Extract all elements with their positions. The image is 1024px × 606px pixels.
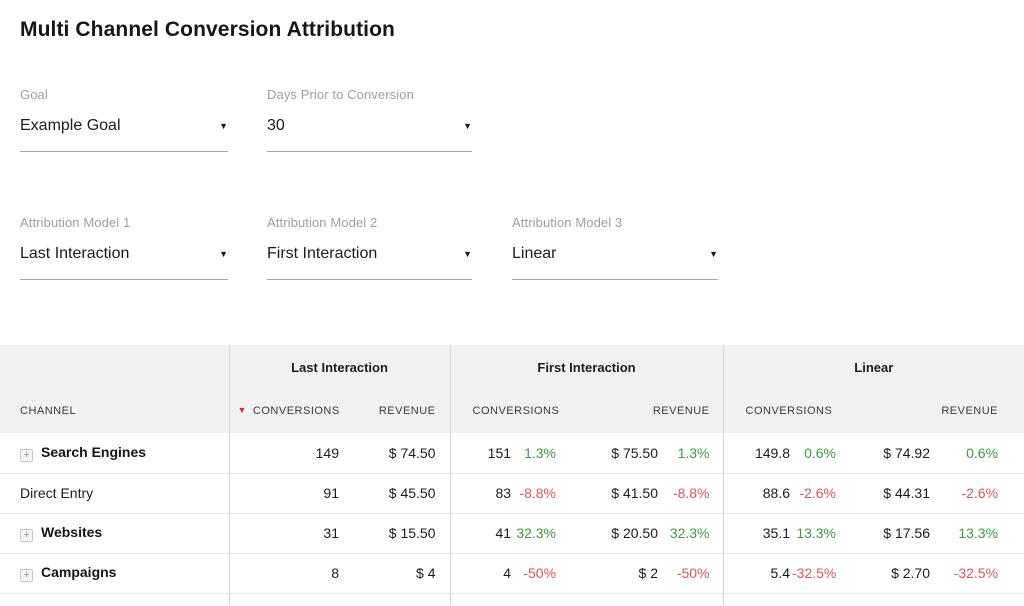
goal-value: Example Goal <box>20 117 121 134</box>
linear-conversions-value: 88.6 <box>723 473 793 514</box>
linear-revenue-pct: -32.5% <box>934 553 1024 594</box>
goal-select[interactable]: Goal Example Goal ▼ <box>20 87 228 152</box>
days-prior-select[interactable]: Days Prior to Conversion 30 ▼ <box>267 87 472 152</box>
linear-revenue-value: $ 44.31 <box>838 473 935 514</box>
attribution-table: Last Interaction First Interaction Linea… <box>0 345 1024 605</box>
first-revenue-value: $ 2 <box>558 553 663 594</box>
last-conversions-column-header[interactable]: ▼ CONVERSIONS <box>229 389 341 433</box>
expand-icon[interactable]: + <box>20 448 33 462</box>
channel-column-header[interactable]: CHANNEL <box>0 389 230 433</box>
first-revenue-value: $ 75.50 <box>558 433 663 474</box>
last-conversions-value: 31 <box>229 513 341 554</box>
group-header-first-interaction: First Interaction <box>450 345 724 389</box>
last-conversions-value: 8 <box>229 553 341 594</box>
last-revenue-value: $ 74.50 <box>341 433 451 474</box>
last-conversions-value: 149 <box>229 433 341 474</box>
first-revenue-column-header[interactable]: REVENUE <box>558 389 724 433</box>
first-revenue-pct: -50% <box>662 553 724 594</box>
first-conversions-value: 41 <box>450 513 514 554</box>
linear-conversions-pct: 0.6% <box>792 433 839 474</box>
group-header-linear: Linear <box>723 345 1024 389</box>
linear-conversions-value: 5.4 <box>723 553 793 594</box>
first-conversions-value: 4 <box>450 553 514 594</box>
expand-icon[interactable]: + <box>20 529 33 542</box>
days-prior-label: Days Prior to Conversion <box>267 87 414 102</box>
chevron-down-icon: ▼ <box>709 249 718 259</box>
first-revenue-value: $ 41.50 <box>558 473 663 514</box>
first-conversions-pct: -8.8% <box>513 473 559 514</box>
attribution-model-2-label: Attribution Model 2 <box>267 215 378 230</box>
first-conversions-value: 83 <box>450 473 514 514</box>
linear-conversions-pct: 13.3% <box>792 513 839 554</box>
linear-conversions-pct: -32.5% <box>792 553 839 594</box>
first-conversions-pct: 32.3% <box>513 513 559 554</box>
last-revenue-column-header[interactable]: REVENUE <box>341 389 451 433</box>
linear-revenue-value: $ 2.70 <box>838 553 935 594</box>
group-header-last-interaction: Last Interaction <box>229 345 451 389</box>
channel-name: Campaigns <box>41 564 117 580</box>
first-revenue-pct: 1.3% <box>662 433 724 474</box>
page-title: Multi Channel Conversion Attribution <box>20 18 395 41</box>
cutoff-cell <box>450 593 724 605</box>
cutoff-cell <box>229 593 451 605</box>
linear-revenue-column-header[interactable]: REVENUE <box>838 389 1024 433</box>
linear-conversions-value: 149.8 <box>723 433 793 474</box>
linear-revenue-pct: 0.6% <box>934 433 1024 474</box>
attribution-model-1-select[interactable]: Attribution Model 1 Last Interaction ▼ <box>20 215 228 280</box>
linear-revenue-value: $ 74.92 <box>838 433 935 474</box>
last-conversions-value: 91 <box>229 473 341 514</box>
first-conversions-pct: 1.3% <box>513 433 559 474</box>
linear-revenue-value: $ 17.56 <box>838 513 935 554</box>
table-row-websites: + Websites 31 $ 15.50 41 32.3% $ 20.50 32… <box>0 513 1024 554</box>
linear-conversions-column-header[interactable]: CONVERSIONS <box>723 389 839 433</box>
attribution-model-1-value: Last Interaction <box>20 245 130 262</box>
table-row-campaigns: + Campaigns 8 $ 4 4 -50% $ 2 -50% 5.4 -32… <box>0 553 1024 594</box>
expand-icon[interactable]: + <box>20 569 33 582</box>
first-conversions-pct: -50% <box>513 553 559 594</box>
cutoff-cell <box>0 593 230 605</box>
last-revenue-value: $ 45.50 <box>341 473 451 514</box>
attribution-model-2-value: First Interaction <box>267 245 378 262</box>
linear-conversions-value: 35.1 <box>723 513 793 554</box>
attribution-model-2-select[interactable]: Attribution Model 2 First Interaction ▼ <box>267 215 472 280</box>
last-revenue-value: $ 15.50 <box>341 513 451 554</box>
first-revenue-pct: -8.8% <box>662 473 724 514</box>
channel-name: Websites <box>41 524 103 540</box>
first-revenue-pct: 32.3% <box>662 513 724 554</box>
first-revenue-value: $ 20.50 <box>558 513 663 554</box>
table-row-direct-entry: Direct Entry 91 $ 45.50 83 -8.8% $ 41.50… <box>0 473 1024 514</box>
days-prior-value: 30 <box>267 117 285 134</box>
attribution-model-1-label: Attribution Model 1 <box>20 215 131 230</box>
chevron-down-icon: ▼ <box>219 121 228 131</box>
channel-name: Direct Entry <box>20 485 94 501</box>
channel-group-spacer <box>0 345 230 389</box>
cutoff-cell <box>723 593 1024 605</box>
linear-revenue-pct: -2.6% <box>934 473 1024 514</box>
table-row-cutoff <box>0 593 1024 605</box>
first-conversions-value: 151 <box>450 433 514 474</box>
chevron-down-icon: ▼ <box>463 249 472 259</box>
sort-desc-icon: ▼ <box>237 405 247 415</box>
channel-name: Search Engines <box>41 443 147 460</box>
linear-conversions-pct: -2.6% <box>792 473 839 514</box>
attribution-model-3-value: Linear <box>512 245 557 262</box>
model-group-header-row: Last Interaction First Interaction Linea… <box>0 345 1024 389</box>
table-row-search-engines: + Search Engines 149 $ 74.50 151 1.3% $ 7… <box>0 433 1024 474</box>
first-conversions-column-header[interactable]: CONVERSIONS <box>450 389 559 433</box>
linear-revenue-pct: 13.3% <box>934 513 1024 554</box>
chevron-down-icon: ▼ <box>219 249 228 259</box>
goal-label: Goal <box>20 87 48 102</box>
attribution-model-3-select[interactable]: Attribution Model 3 Linear ▼ <box>512 215 718 280</box>
attribution-model-3-label: Attribution Model 3 <box>512 215 623 230</box>
last-revenue-value: $ 4 <box>341 553 451 594</box>
column-header-row: CHANNEL ▼ CONVERSIONS REVENUE CONVERSIONS… <box>0 389 1024 433</box>
chevron-down-icon: ▼ <box>463 121 472 131</box>
